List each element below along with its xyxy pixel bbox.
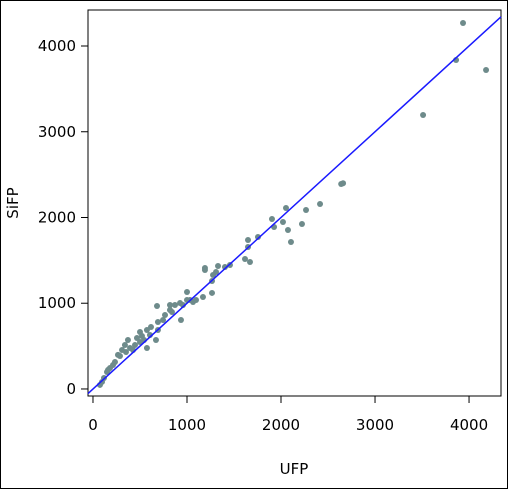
- point: [166, 301, 173, 308]
- x-tick-label: 4000: [450, 416, 488, 434]
- y-tick-label: 4000: [38, 37, 76, 55]
- point: [143, 344, 150, 351]
- point: [152, 337, 159, 344]
- point: [215, 263, 222, 270]
- point: [171, 301, 178, 308]
- point: [166, 307, 173, 314]
- point: [110, 361, 117, 368]
- y-tick-label: 3000: [38, 123, 76, 141]
- plot-frame: [87, 9, 502, 397]
- point: [177, 316, 184, 323]
- point: [420, 112, 427, 119]
- point: [284, 227, 291, 234]
- point: [338, 181, 345, 188]
- point: [242, 255, 249, 262]
- point: [122, 349, 129, 356]
- y-tick-label: 1000: [38, 294, 76, 312]
- point: [287, 239, 294, 246]
- point: [143, 326, 150, 333]
- point: [246, 258, 253, 265]
- point: [105, 366, 112, 373]
- y-tick-label: 0: [66, 380, 76, 398]
- point: [127, 344, 134, 351]
- point: [303, 207, 310, 214]
- x-tick-label: 2000: [262, 416, 300, 434]
- point: [268, 216, 275, 223]
- point: [199, 293, 206, 300]
- point: [221, 263, 228, 270]
- point: [460, 20, 467, 27]
- point: [282, 204, 289, 211]
- reference-line: [87, 16, 502, 395]
- point: [116, 352, 123, 359]
- y-tick-label: 2000: [38, 208, 76, 226]
- point: [154, 319, 161, 326]
- point: [154, 302, 161, 309]
- point: [254, 234, 261, 241]
- point: [161, 311, 168, 318]
- point: [483, 67, 490, 74]
- y-axis-label: SiFP: [4, 187, 22, 218]
- point: [317, 201, 324, 208]
- point: [245, 236, 252, 243]
- point: [209, 289, 216, 296]
- point: [138, 332, 145, 339]
- point: [183, 288, 190, 295]
- point: [133, 334, 140, 341]
- point: [160, 316, 167, 323]
- x-tick-label: 3000: [356, 416, 394, 434]
- x-tick-label: 0: [88, 416, 98, 434]
- point: [124, 337, 131, 344]
- point: [279, 219, 286, 226]
- point: [201, 266, 208, 273]
- point: [121, 341, 128, 348]
- point: [298, 221, 305, 228]
- x-axis-label: UFP: [280, 460, 309, 478]
- x-tick-label: 1000: [168, 416, 206, 434]
- point: [132, 341, 139, 348]
- point: [210, 272, 217, 279]
